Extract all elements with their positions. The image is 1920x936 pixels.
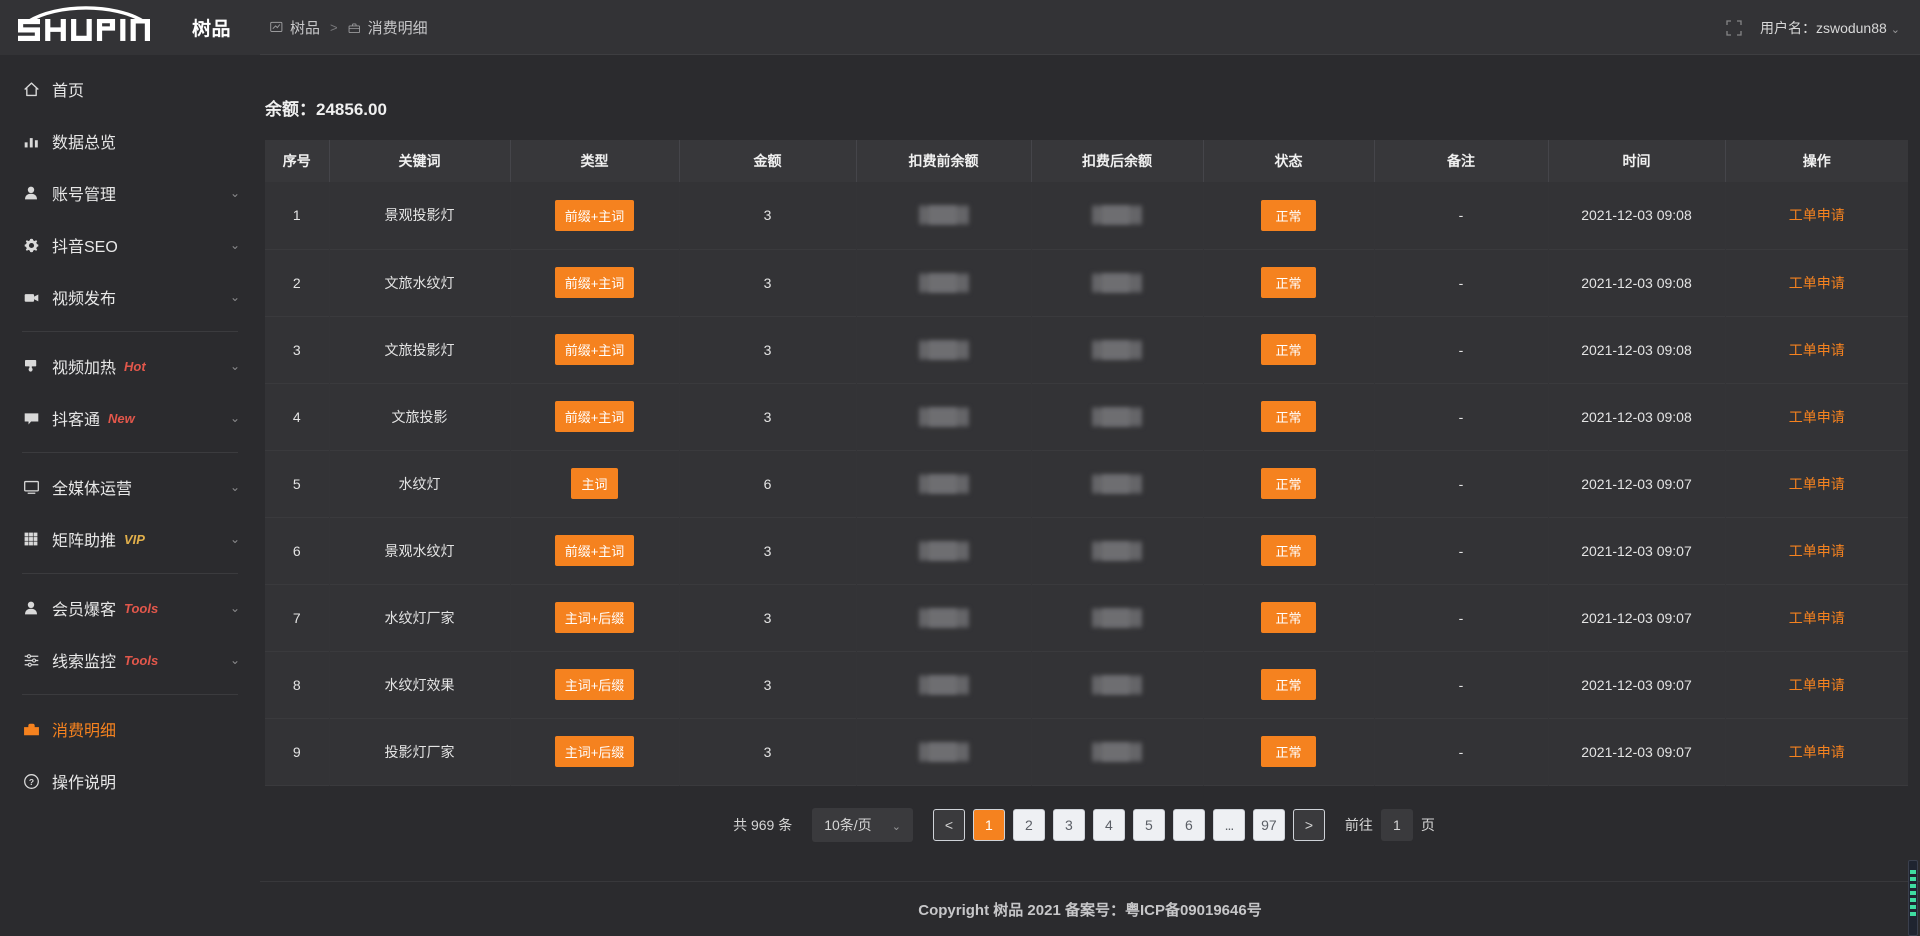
svg-text:?: ?: [28, 776, 33, 786]
